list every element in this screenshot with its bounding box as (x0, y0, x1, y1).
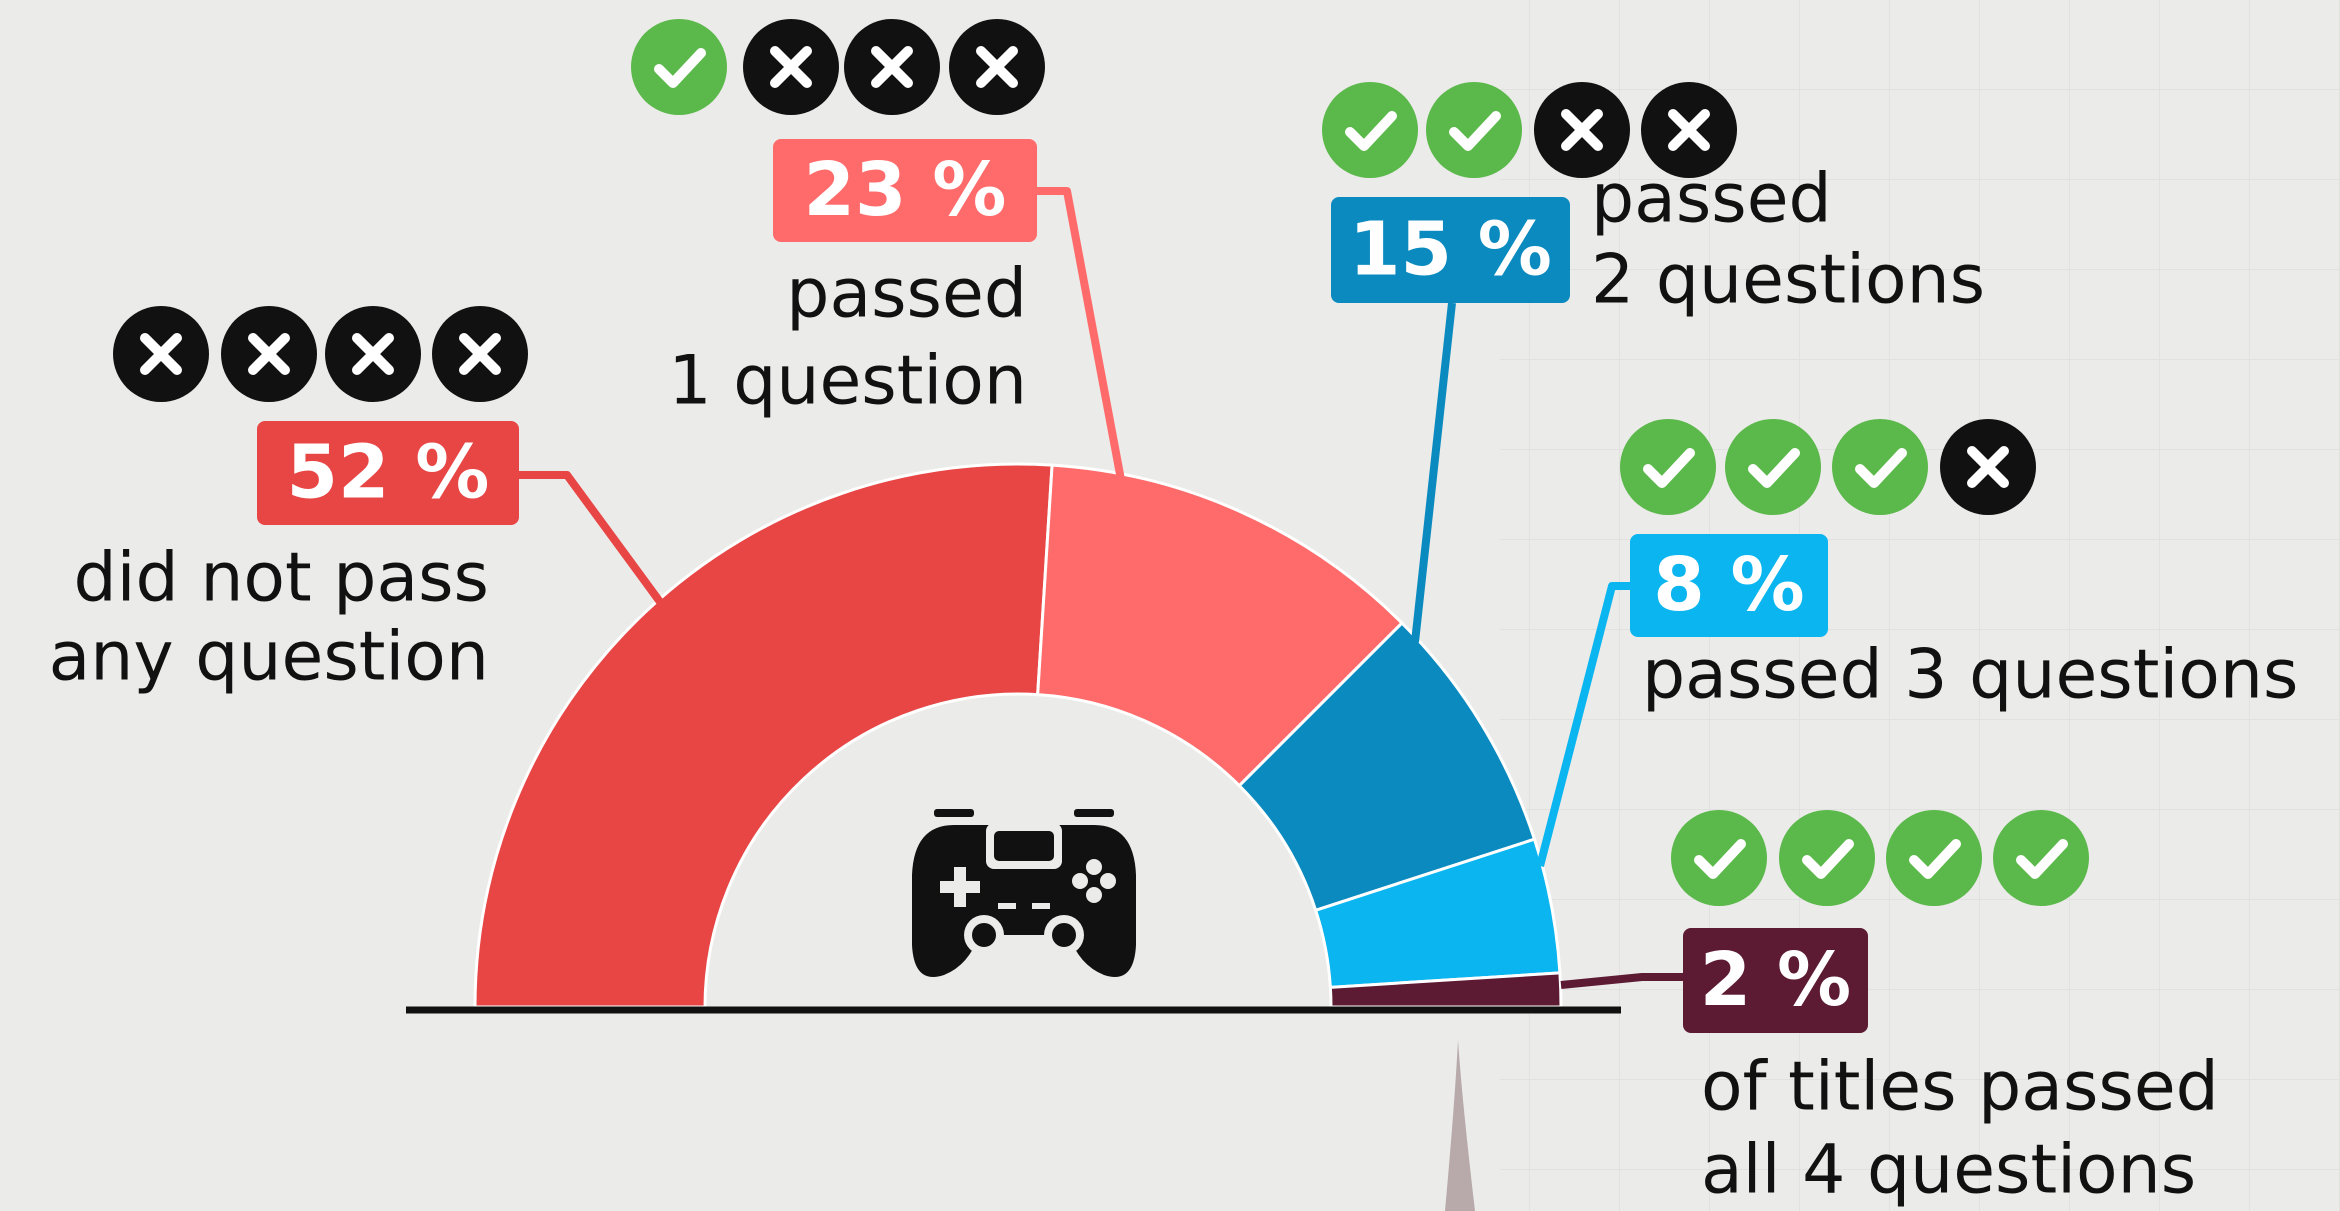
value-label: 52 % (287, 430, 490, 516)
icon-check (1886, 810, 1982, 906)
icon-cross (844, 19, 940, 115)
leader-line (1560, 973, 1683, 989)
category-label: 2 questions (1591, 241, 1985, 320)
icon-cross (221, 306, 317, 402)
icon-bg (1322, 82, 1418, 178)
icon-check (631, 19, 727, 115)
check-mark (1643, 448, 1695, 488)
icon-check (1725, 419, 1821, 515)
check-mark (1802, 839, 1854, 879)
icon-check (1779, 810, 1875, 906)
icon-bg (1886, 810, 1982, 906)
cross-mark (871, 46, 913, 88)
icon-check (1426, 82, 1522, 178)
spike (1445, 1040, 1475, 1211)
check-mark (1748, 448, 1800, 488)
icon-cross (432, 306, 528, 402)
value-label: 23 % (804, 147, 1007, 233)
category-label: 1 question (668, 342, 1027, 421)
cross-mark (770, 46, 812, 88)
cross-mark (1967, 446, 2009, 488)
icon-bg (1620, 419, 1716, 515)
slices (473, 462, 1563, 1009)
category-label: all 4 questions (1701, 1131, 2196, 1210)
leader-line (1411, 302, 1456, 643)
icon-check (1832, 419, 1928, 515)
check-mark (1449, 111, 1501, 151)
icon-check (1620, 419, 1716, 515)
check-mark (1909, 839, 1961, 879)
category-label: passed (786, 255, 1027, 334)
icon-bg (1725, 419, 1821, 515)
icon-bg (1993, 810, 2089, 906)
leader-line (519, 471, 667, 609)
icon-cross (1641, 82, 1737, 178)
icon-check (1671, 810, 1767, 906)
check-mark (2016, 839, 2068, 879)
slice (1036, 463, 1405, 788)
check-mark (1855, 448, 1907, 488)
cross-mark (1668, 109, 1710, 151)
label-box (773, 139, 1037, 242)
check-mark (1345, 111, 1397, 151)
label-box (1683, 928, 1868, 1033)
icon-cross (949, 19, 1045, 115)
label-box (1630, 534, 1828, 637)
cross-mark (976, 46, 1018, 88)
icon-check (1322, 82, 1418, 178)
cross-mark (140, 333, 182, 375)
check-mark (1694, 839, 1746, 879)
icon-bg (1832, 419, 1928, 515)
value-label: 2 % (1700, 937, 1851, 1023)
cross-mark (459, 333, 501, 375)
category-label: passed (1591, 160, 1832, 239)
leader-line (1536, 582, 1630, 867)
check-mark (654, 48, 706, 88)
icon-cross (325, 306, 421, 402)
slice (473, 462, 1054, 1009)
value-label: 8 % (1653, 542, 1804, 628)
cross-mark (1561, 109, 1603, 151)
gamepad-icon (912, 809, 1136, 977)
cross-mark (248, 333, 290, 375)
label-box (1331, 197, 1570, 303)
category-label: did not pass (73, 539, 489, 618)
category-label: any question (49, 618, 489, 697)
value-label: 15 % (1349, 207, 1552, 293)
category-label: of titles passed (1701, 1048, 2219, 1127)
icon-cross (113, 306, 209, 402)
category-label: passed 3 questions (1642, 636, 2298, 715)
icon-bg (1779, 810, 1875, 906)
icon-bg (1426, 82, 1522, 178)
icon-bg (631, 19, 727, 115)
icon-cross (1940, 419, 2036, 515)
cross-mark (352, 333, 394, 375)
icon-check (1993, 810, 2089, 906)
icon-bg (1671, 810, 1767, 906)
label-box (257, 421, 519, 525)
leader-line (1037, 187, 1126, 486)
icon-cross (743, 19, 839, 115)
icon-cross (1534, 82, 1630, 178)
